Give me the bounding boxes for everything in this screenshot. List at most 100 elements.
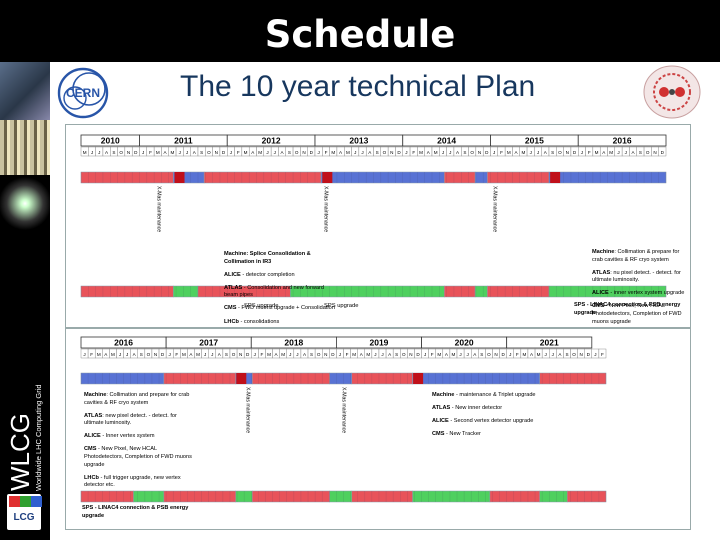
- month-label: A: [218, 352, 222, 357]
- note-text: - detector completion: [240, 271, 295, 278]
- sidebar-photo-cables: [0, 120, 50, 175]
- month-label: A: [515, 150, 519, 155]
- month-label: O: [470, 150, 474, 155]
- month-label: A: [193, 150, 197, 155]
- month-label: D: [587, 352, 591, 357]
- year-label-2016: 2016: [613, 136, 632, 146]
- year-label-2020: 2020: [455, 338, 474, 348]
- month-label: J: [296, 352, 298, 357]
- year-label-2014: 2014: [437, 136, 456, 146]
- month-label: O: [317, 352, 321, 357]
- note-3: CMS - New Pixel, New HCAL Photodetectors…: [84, 446, 196, 469]
- schedule-panel-2016-2021: 2016 2017 2018 2019 2020 2021 J F M A M J J A S O N D J F M A…: [65, 328, 691, 530]
- month-label: J: [266, 150, 268, 155]
- note-3: CMS - New Pixel, New HCAL Photodetectors…: [592, 303, 690, 326]
- month-label: S: [112, 150, 115, 155]
- note-label: ALICE: [84, 433, 101, 440]
- machine-bar-segment-blue: [474, 171, 488, 184]
- note-2: ALICE - detector completion: [224, 272, 336, 280]
- month-label: D: [246, 352, 250, 357]
- month-label: A: [281, 150, 285, 155]
- month-label: M: [346, 150, 350, 155]
- machine-marker: [174, 172, 185, 183]
- machine-bar-segment-blue: [548, 171, 667, 184]
- month-label: J: [537, 150, 539, 155]
- month-label: J: [581, 150, 583, 155]
- machine-bar-segment-red: [444, 171, 476, 184]
- note-label: LHCb: [84, 474, 99, 481]
- month-label: M: [609, 150, 613, 155]
- note-label: CMS: [592, 303, 605, 310]
- month-label: N: [566, 150, 569, 155]
- plan-title: The 10 year technical Plan: [180, 70, 536, 103]
- note-2: ALICE - inner vertex system upgrade: [592, 290, 690, 298]
- month-label: M: [507, 150, 511, 155]
- month-label: A: [104, 352, 108, 357]
- month-label: J: [289, 352, 291, 357]
- month-label: N: [127, 150, 130, 155]
- month-label: N: [324, 352, 327, 357]
- note-label: LHCb: [224, 318, 239, 325]
- year-label-2018: 2018: [284, 338, 303, 348]
- month-label: A: [360, 352, 364, 357]
- note-1: ATLAS: new pixel detect. - detect. for u…: [84, 413, 196, 428]
- month-label: M: [437, 352, 441, 357]
- machine-bar-segment-blue: [80, 372, 165, 385]
- sps-upgrade-label-2: SPS upgrade: [324, 303, 358, 309]
- month-label: F: [516, 352, 519, 357]
- note-text: - inner vertex system upgrade: [608, 290, 685, 297]
- month-label: J: [374, 352, 376, 357]
- year-label-2010: 2010: [101, 136, 120, 146]
- slide-content: CERN The 10 year technical Plan 2010 2011…: [50, 62, 720, 540]
- note-label: ALICE: [224, 271, 241, 278]
- month-label: M: [522, 352, 526, 357]
- month-label: A: [339, 150, 343, 155]
- month-label: O: [207, 150, 211, 155]
- month-label: J: [339, 352, 341, 357]
- wlcg-subtitle: Worldwide LHC Computing Grid: [34, 384, 43, 491]
- month-label: D: [501, 352, 505, 357]
- note-label: Machine: [432, 392, 455, 398]
- year-label-2013: 2013: [349, 136, 368, 146]
- note-text: : nu pixel detect. - detect. for ultimat…: [592, 269, 681, 284]
- month-label: M: [352, 352, 356, 357]
- note-label: ALICE: [592, 290, 609, 297]
- note-label: Machine: [592, 249, 615, 255]
- machine-bar-segment-red: [163, 372, 236, 385]
- detector-bar-segment-red: [567, 490, 607, 503]
- month-label: D: [573, 150, 577, 155]
- detector-bar-segment-red: [489, 490, 540, 503]
- cern-logo: CERN: [57, 67, 109, 119]
- detector-bar-segment-green: [474, 285, 488, 298]
- note-text: : Collimation and prepare for crab cavit…: [84, 392, 190, 406]
- month-label: J: [274, 150, 276, 155]
- detector-bar-segment-green: [329, 490, 353, 503]
- note-1: Collimation in IR3: [224, 259, 336, 267]
- month-label: A: [164, 150, 168, 155]
- note-4: LHCb - full trigger upgrade, new vertex …: [84, 475, 196, 490]
- month-label: J: [119, 352, 121, 357]
- month-label: M: [537, 352, 541, 357]
- month-label: N: [409, 352, 412, 357]
- month-label: O: [487, 352, 491, 357]
- month-label: F: [500, 150, 503, 155]
- month-label: S: [639, 150, 642, 155]
- slide-title: Schedule: [0, 0, 720, 62]
- month-label: J: [449, 150, 451, 155]
- month-label: J: [361, 150, 363, 155]
- month-label: J: [405, 150, 407, 155]
- machine-marker: [550, 172, 561, 183]
- note-text: - consolidations: [238, 318, 280, 325]
- month-label: O: [119, 150, 123, 155]
- month-label: J: [594, 352, 596, 357]
- month-label: N: [215, 150, 218, 155]
- month-label: M: [434, 150, 438, 155]
- sps-upgrade-label-1: SPS upgrade: [244, 303, 278, 309]
- month-label: D: [416, 352, 420, 357]
- month-label: J: [318, 150, 320, 155]
- month-label: A: [133, 352, 137, 357]
- note-label: CMS: [84, 446, 97, 453]
- month-label: A: [544, 150, 548, 155]
- month-label: A: [251, 150, 255, 155]
